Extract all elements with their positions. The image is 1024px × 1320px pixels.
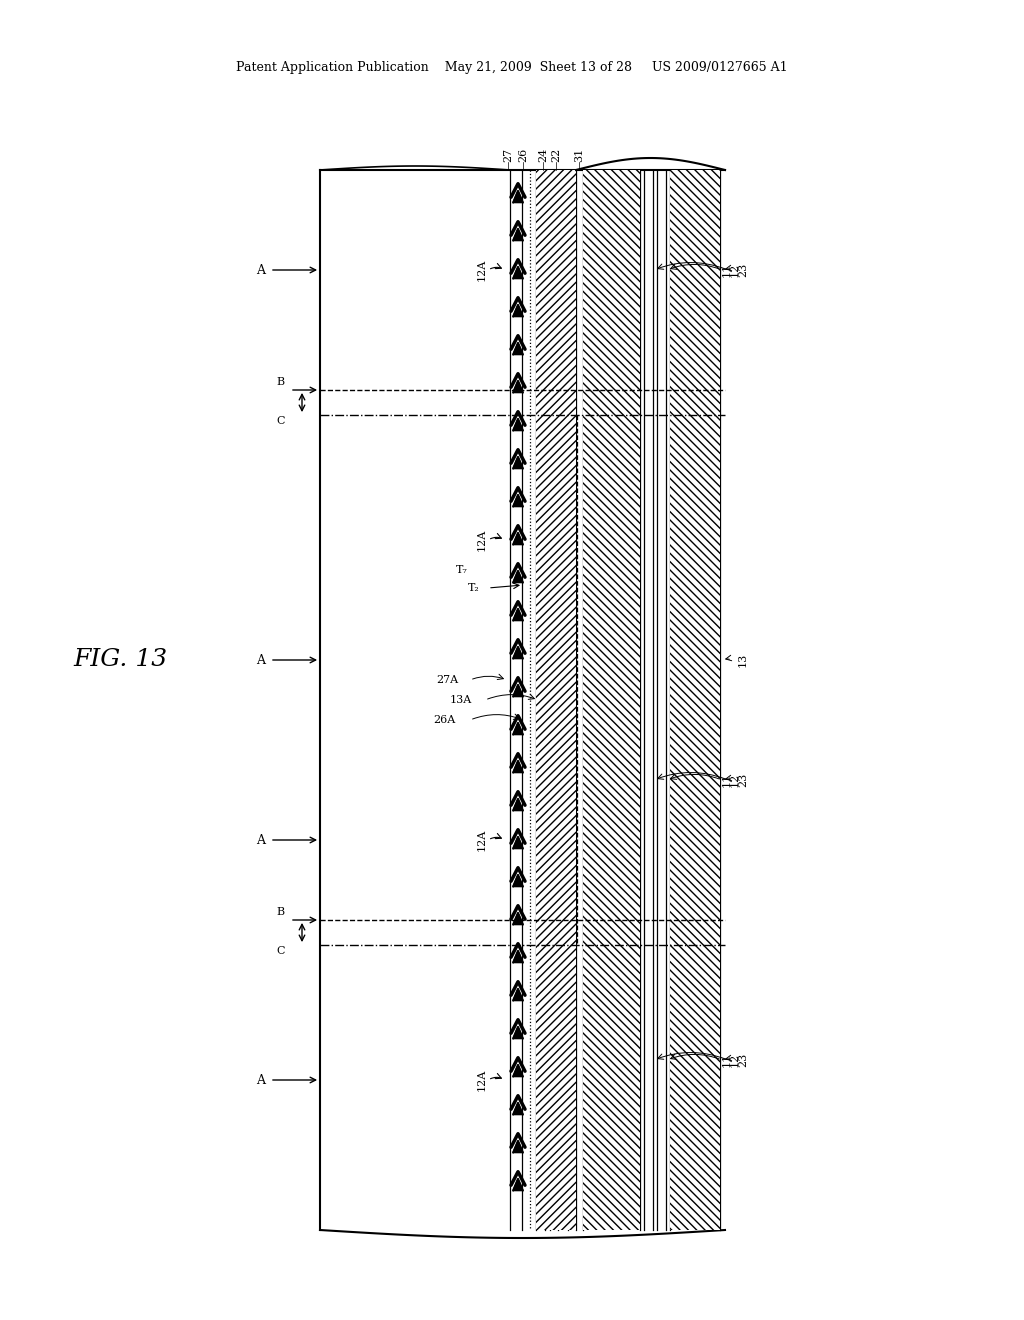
- Text: 12A: 12A: [477, 1069, 487, 1092]
- Text: 26: 26: [518, 148, 528, 162]
- Polygon shape: [513, 381, 523, 392]
- Text: T₇: T₇: [456, 565, 468, 576]
- Polygon shape: [513, 1104, 523, 1114]
- Polygon shape: [513, 343, 523, 355]
- Text: 27: 27: [503, 148, 513, 162]
- Text: FIG. 13: FIG. 13: [73, 648, 167, 672]
- Text: 11: 11: [722, 1053, 732, 1067]
- Text: 11: 11: [722, 774, 732, 787]
- Polygon shape: [513, 647, 523, 659]
- Text: C: C: [276, 946, 285, 956]
- Text: 31: 31: [574, 148, 584, 162]
- Text: 12A: 12A: [477, 529, 487, 552]
- Polygon shape: [513, 760, 523, 772]
- Text: 11: 11: [722, 263, 732, 277]
- Polygon shape: [513, 913, 523, 924]
- Text: 12: 12: [730, 1053, 740, 1067]
- Polygon shape: [513, 685, 523, 697]
- Text: 13: 13: [738, 653, 748, 667]
- Text: B: B: [276, 378, 285, 387]
- Polygon shape: [513, 418, 523, 430]
- Polygon shape: [513, 228, 523, 240]
- Text: 22: 22: [551, 148, 561, 162]
- Polygon shape: [513, 1179, 523, 1191]
- Text: 23: 23: [738, 774, 748, 787]
- Polygon shape: [513, 989, 523, 1001]
- Polygon shape: [513, 495, 523, 507]
- Polygon shape: [513, 305, 523, 317]
- Polygon shape: [513, 457, 523, 469]
- Polygon shape: [513, 1027, 523, 1039]
- Text: T₂: T₂: [468, 583, 480, 593]
- Text: B: B: [276, 907, 285, 917]
- Text: Patent Application Publication    May 21, 2009  Sheet 13 of 28     US 2009/01276: Patent Application Publication May 21, 2…: [237, 62, 787, 74]
- Text: 24: 24: [538, 148, 548, 162]
- Polygon shape: [513, 609, 523, 620]
- Polygon shape: [513, 1065, 523, 1077]
- Text: 26A: 26A: [433, 715, 455, 725]
- Polygon shape: [513, 837, 523, 849]
- Text: 13A: 13A: [450, 696, 472, 705]
- Text: 27A: 27A: [436, 675, 458, 685]
- Text: A: A: [256, 1073, 265, 1086]
- Text: 12A: 12A: [477, 259, 487, 281]
- Text: C: C: [276, 416, 285, 426]
- Polygon shape: [513, 723, 523, 735]
- Text: 12: 12: [730, 774, 740, 787]
- Text: A: A: [256, 833, 265, 846]
- Polygon shape: [513, 267, 523, 279]
- Text: 23: 23: [738, 1053, 748, 1067]
- Polygon shape: [513, 799, 523, 810]
- Text: A: A: [256, 264, 265, 276]
- Text: 12: 12: [730, 263, 740, 277]
- Polygon shape: [513, 875, 523, 887]
- Polygon shape: [513, 1140, 523, 1152]
- Text: A: A: [256, 653, 265, 667]
- Text: 23: 23: [738, 263, 748, 277]
- Polygon shape: [513, 570, 523, 582]
- Polygon shape: [513, 533, 523, 545]
- Polygon shape: [513, 191, 523, 202]
- Polygon shape: [513, 950, 523, 962]
- Text: 12A: 12A: [477, 829, 487, 851]
